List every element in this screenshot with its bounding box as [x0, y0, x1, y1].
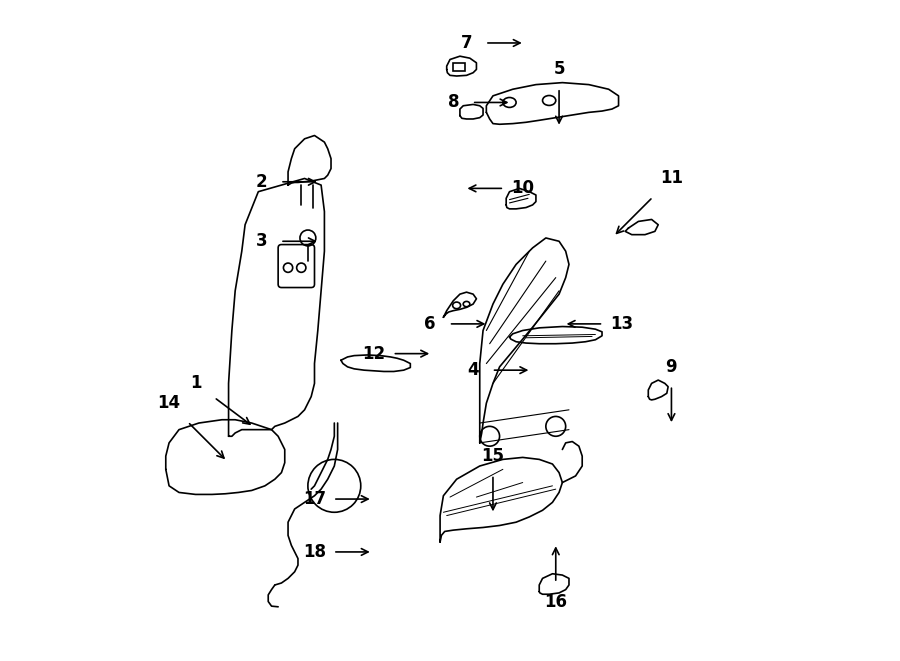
Text: 14: 14 [158, 394, 181, 412]
Text: 15: 15 [482, 447, 505, 465]
Text: 5: 5 [554, 60, 565, 79]
Text: 1: 1 [190, 374, 202, 393]
Text: 13: 13 [610, 315, 634, 333]
Text: 3: 3 [256, 232, 267, 251]
Text: 9: 9 [666, 358, 677, 376]
Bar [453, 63, 464, 71]
Text: 18: 18 [303, 543, 326, 561]
Text: 17: 17 [303, 490, 326, 508]
Text: 8: 8 [447, 93, 459, 112]
Text: 10: 10 [511, 179, 535, 198]
Text: 6: 6 [425, 315, 436, 333]
Text: 12: 12 [363, 344, 385, 363]
Text: 7: 7 [461, 34, 472, 52]
Text: 11: 11 [660, 169, 683, 188]
Text: 2: 2 [256, 173, 267, 191]
Text: 4: 4 [467, 361, 479, 379]
Text: 16: 16 [544, 592, 567, 611]
